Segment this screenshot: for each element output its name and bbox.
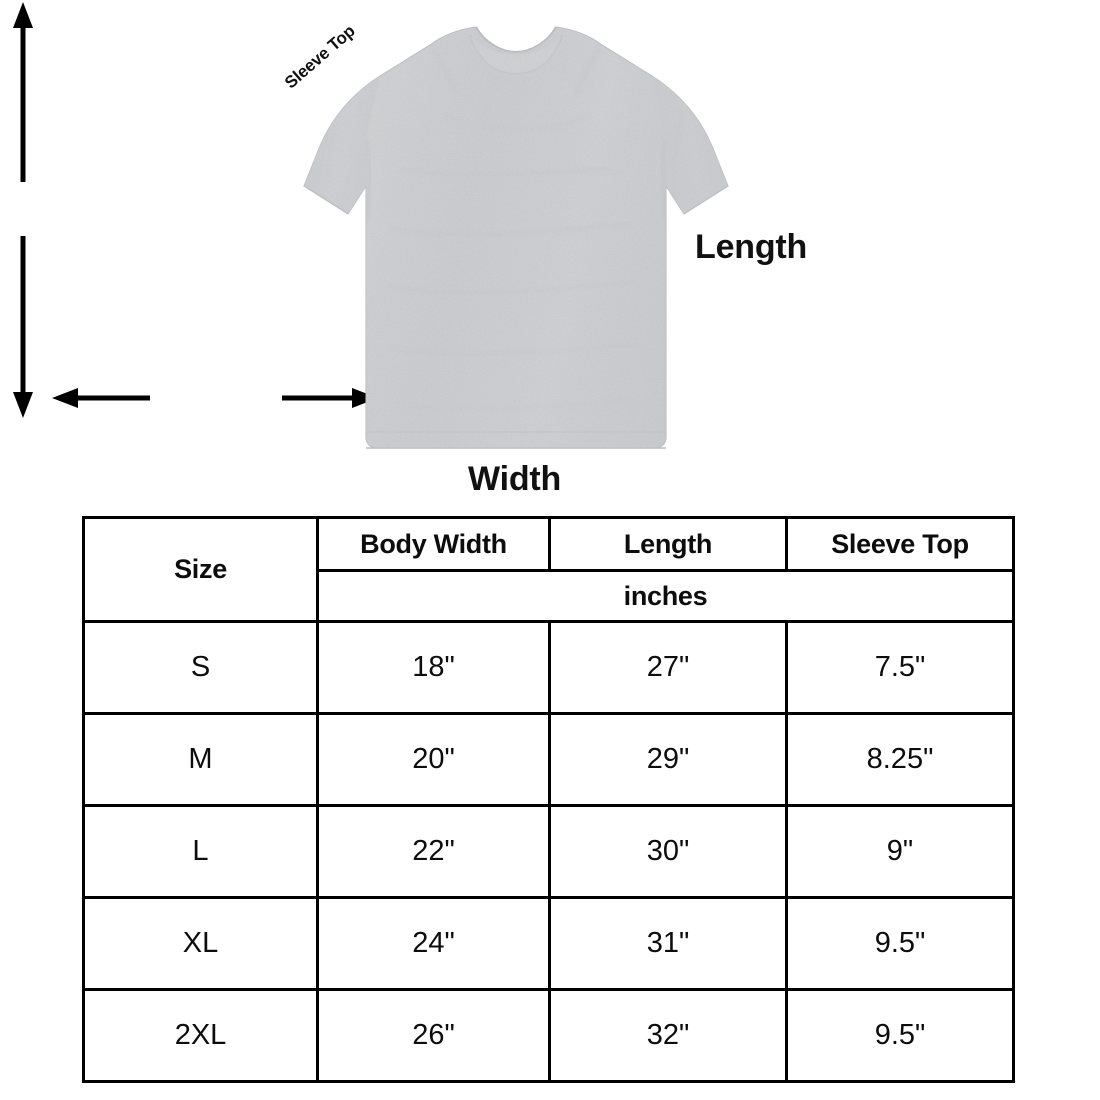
header-body-width: Body Width [316, 516, 551, 572]
cell-length: 31" [548, 896, 788, 991]
cell-size: XL [82, 896, 319, 991]
cell-size: S [82, 620, 319, 715]
cell-size: L [82, 804, 319, 899]
table-row: 2XL 26" 32" 9.5" [82, 988, 1015, 1083]
cell-body-width: 22" [316, 804, 551, 899]
cell-sleeve-top: 9.5" [785, 896, 1015, 991]
table-row: S 18" 27" 7.5" [82, 620, 1015, 715]
width-arrow-icon [52, 388, 379, 408]
table-row: M 20" 29" 8.25" [82, 712, 1015, 807]
cell-length: 27" [548, 620, 788, 715]
cell-size: M [82, 712, 319, 807]
cell-sleeve-top: 8.25" [785, 712, 1015, 807]
cell-length: 32" [548, 988, 788, 1083]
width-label: Width [468, 460, 562, 498]
table-row: XL 24" 31" 9.5" [82, 896, 1015, 991]
cell-body-width: 18" [316, 620, 551, 715]
cell-size: 2XL [82, 988, 319, 1083]
garment-diagram: Length Width Sleeve Top [0, 0, 1100, 510]
table-header-row-1: Size Body Width Length Sleeve Top [82, 516, 1015, 623]
header-size: Size [82, 516, 319, 623]
table-body: S 18" 27" 7.5" M 20" 29" 8.25" L 22" 30"… [82, 620, 1015, 1083]
cell-sleeve-top: 7.5" [785, 620, 1015, 715]
cell-sleeve-top: 9.5" [785, 988, 1015, 1083]
length-label: Length [695, 228, 808, 266]
size-chart-table: Size Body Width Length Sleeve Top inches… [82, 516, 1015, 1083]
cell-body-width: 26" [316, 988, 551, 1083]
size-chart-table-container: Size Body Width Length Sleeve Top inches… [82, 516, 1015, 1083]
header-unit: inches [316, 569, 1015, 623]
fabric-texture [304, 27, 728, 448]
cell-length: 30" [548, 804, 788, 899]
header-length: Length [548, 516, 788, 572]
cell-body-width: 24" [316, 896, 551, 991]
header-sleeve-top: Sleeve Top [785, 516, 1015, 572]
tshirt-illustration [303, 26, 729, 449]
table-row: L 22" 30" 9" [82, 804, 1015, 899]
cell-length: 29" [548, 712, 788, 807]
table-header-row-2: inches [84, 569, 1015, 623]
cell-sleeve-top: 9" [785, 804, 1015, 899]
table-header: Size Body Width Length Sleeve Top inches [82, 516, 1015, 623]
cell-body-width: 20" [316, 712, 551, 807]
length-arrow-icon [13, 2, 33, 418]
